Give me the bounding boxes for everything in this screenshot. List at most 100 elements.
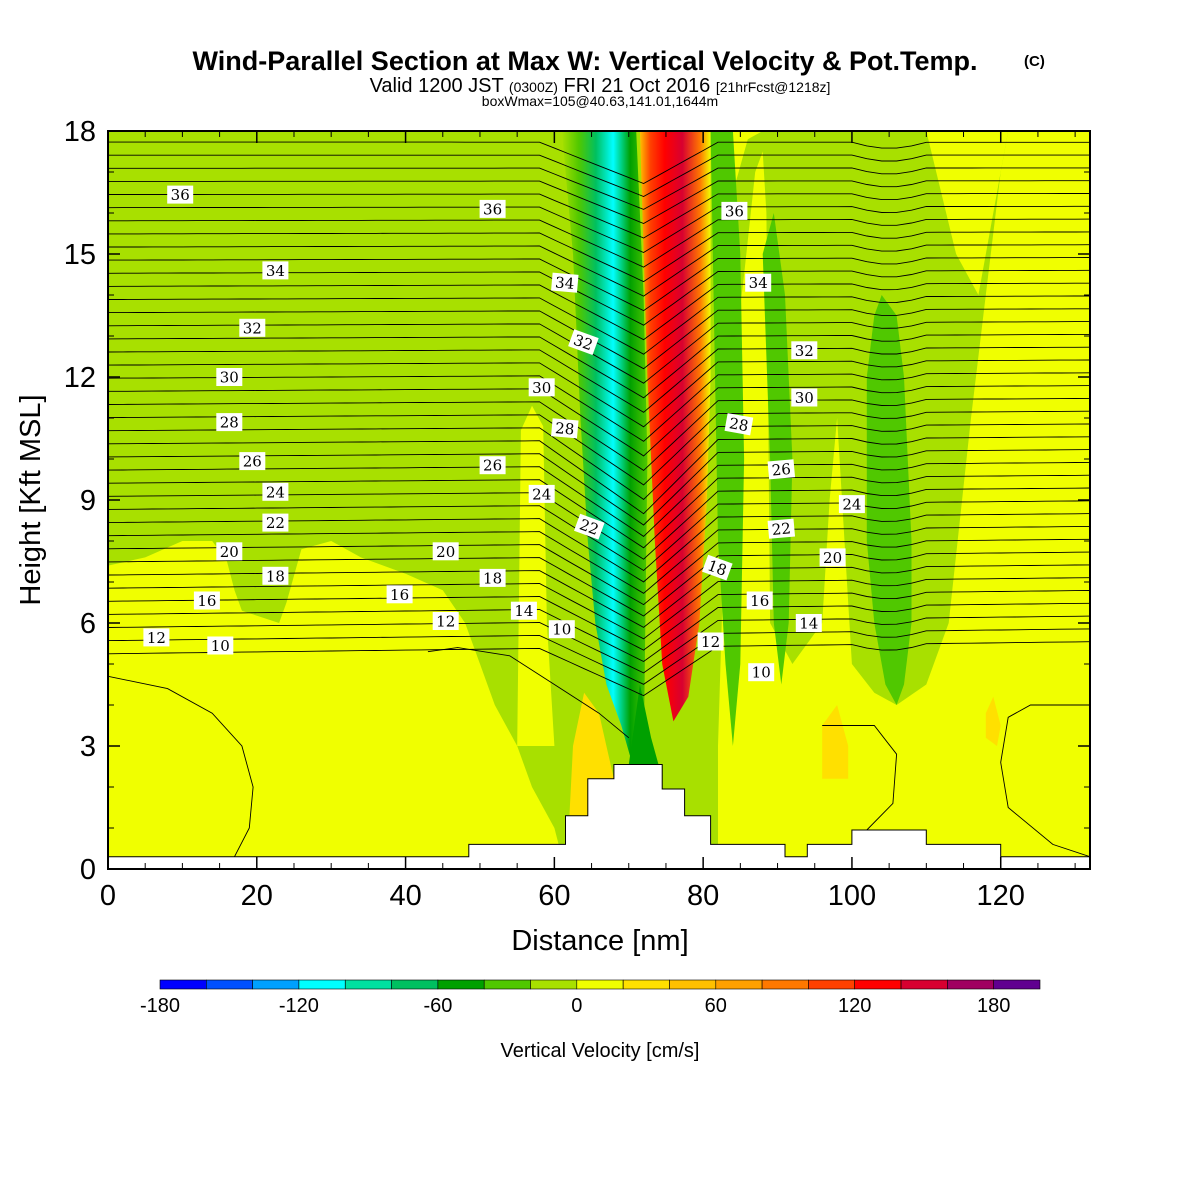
contour-label: 16 — [386, 585, 413, 604]
theta-contour-line — [108, 385, 1090, 457]
contour-label: 18 — [479, 568, 506, 587]
contour-label: 26 — [239, 452, 266, 471]
y-tick-label: 9 — [80, 485, 96, 517]
contour-label-box — [819, 548, 846, 567]
contour-label-text: 28 — [728, 414, 750, 435]
theta-contour-line — [108, 180, 1090, 224]
y-axis-label: Height [Kft MSL] — [15, 394, 47, 605]
colorbar-tick-label: -120 — [279, 995, 319, 1017]
x-tick-label: 20 — [241, 880, 273, 912]
colorbar-swatch — [483, 979, 531, 990]
contour-label-box — [568, 329, 599, 356]
contour-label: 28 — [551, 418, 579, 439]
theta-contour-line — [108, 538, 1090, 606]
moderate-updraft-far-right — [985, 696, 1001, 746]
contour-label: 24 — [528, 484, 555, 503]
contour-label-box — [548, 620, 575, 639]
contour-label: 36 — [479, 199, 506, 218]
theta-contour-line — [108, 333, 1090, 399]
contour-label-box — [432, 542, 459, 561]
colorbar-swatch — [437, 979, 485, 990]
theta-contour-line — [108, 577, 1090, 640]
theta-contour-line — [108, 551, 1090, 617]
contour-label-text: 12 — [701, 633, 720, 651]
contour-label-text: 16 — [390, 586, 409, 604]
weak-updraft-right — [718, 131, 1090, 857]
contour-label: 22 — [574, 513, 605, 540]
contour-label: 34 — [262, 261, 289, 280]
contour-label: 18 — [702, 554, 733, 581]
valid-prefix: Valid 1200 JST — [370, 75, 504, 97]
contour-label-text: 28 — [220, 414, 239, 432]
theta-contour-line — [108, 615, 1090, 674]
contour-label-box — [479, 199, 506, 218]
terrain-profile — [108, 764, 1090, 869]
contour-label-text: 20 — [823, 549, 842, 567]
theta-contour-line — [108, 449, 1090, 526]
theta-contour-line — [108, 295, 1090, 355]
x-axis-ticks: 0 20 40 60 80 100 120 — [100, 131, 1076, 912]
colorbar-swatch — [298, 979, 346, 990]
contour-label: 16 — [746, 591, 773, 610]
contour-label-text: 36 — [483, 200, 502, 218]
contour-label-box — [528, 378, 555, 397]
contour-label: 30 — [791, 388, 818, 407]
moderate-updraft-right — [822, 705, 849, 779]
colorbar-swatch — [993, 979, 1041, 990]
contour-label-box — [216, 368, 243, 386]
contour-label: 14 — [510, 601, 537, 620]
contour-label-box — [748, 663, 775, 682]
chart-title: Wind-Parallel Section at Max W: Vertical… — [193, 46, 978, 76]
contour-label-box — [432, 612, 459, 630]
contour-label-text: 22 — [771, 519, 792, 539]
contour-label: 12 — [143, 628, 170, 647]
box-wmax-info: boxWmax=105@40.63,141.01,1644m — [482, 93, 718, 109]
contour-label-text: 26 — [483, 457, 502, 475]
theta-contour-line — [108, 257, 1090, 312]
contour-label-box — [386, 585, 413, 604]
contour-label-text: 16 — [197, 592, 216, 610]
contour-label: 22 — [767, 518, 796, 539]
contour-label: 32 — [791, 341, 818, 360]
theta-contour-line — [108, 154, 1090, 197]
contour-label: 24 — [838, 495, 865, 514]
theta-contour-line — [1000, 704, 1090, 858]
contour-label: 32 — [568, 329, 599, 356]
contour-label: 28 — [216, 413, 243, 432]
x-tick-label: 120 — [977, 880, 1025, 912]
colorbar-swatch — [622, 979, 670, 990]
weak-updraft-top-right — [926, 131, 1009, 295]
theta-contour-line — [108, 231, 1090, 283]
contour-label-box — [479, 568, 506, 587]
contour-label-box — [551, 272, 579, 293]
contour-label-text: 22 — [266, 514, 285, 532]
contour-label-box — [143, 628, 170, 647]
contour-label: 32 — [239, 318, 266, 337]
contour-label-text: 32 — [795, 342, 814, 360]
contour-label: 28 — [724, 413, 754, 436]
contour-label-box — [746, 591, 773, 610]
contour-label-text: 20 — [220, 543, 239, 561]
contour-label-box — [721, 201, 748, 220]
y-tick-label: 0 — [80, 854, 96, 886]
x-tick-label: 100 — [828, 880, 876, 912]
contour-label-text: 10 — [752, 664, 771, 682]
contour-label: 12 — [697, 632, 724, 651]
theta-contour-layer — [108, 141, 1090, 858]
colorbar-swatch — [159, 979, 207, 990]
contour-label-text: 18 — [266, 567, 285, 585]
forecast-info: [21hrFcst@1218z] — [716, 79, 831, 95]
contour-label: 34 — [551, 272, 579, 293]
contour-label-box — [207, 636, 234, 655]
colorbar-swatch — [715, 979, 763, 990]
secondary-downdraft — [866, 295, 912, 705]
contour-label-text: 12 — [436, 613, 455, 631]
contour-label-text: 30 — [220, 369, 239, 387]
colorbar-swatch — [576, 979, 624, 990]
colorbar-label: Vertical Velocity [cm/s] — [501, 1040, 700, 1062]
valid-time-line: Valid 1200 JST (0300Z) FRI 21 Oct 2016 [… — [370, 75, 831, 97]
contour-label-text: 24 — [532, 485, 551, 503]
theta-contour-line — [108, 675, 254, 857]
